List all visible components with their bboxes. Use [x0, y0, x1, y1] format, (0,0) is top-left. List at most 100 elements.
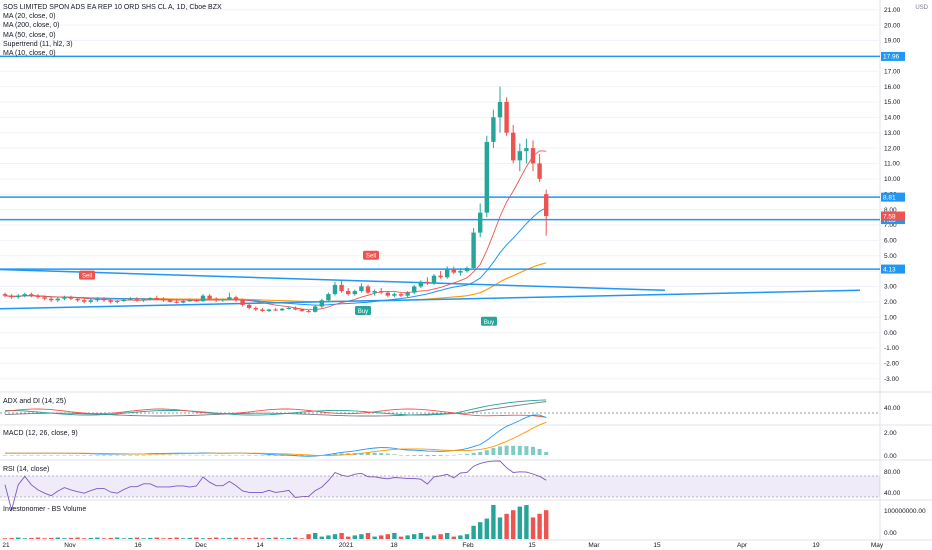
macd-histogram-bar — [161, 454, 166, 456]
macd-histogram-bar — [471, 452, 476, 455]
price-label-text: 8.81 — [883, 194, 896, 201]
macd-histogram-bar — [537, 448, 542, 455]
candle-body — [359, 286, 364, 292]
macd-histogram-bar — [379, 453, 384, 455]
macd-histogram-bar — [62, 455, 67, 456]
indicator-supertrend[interactable]: Supertrend (11, hl2, 3) — [3, 40, 73, 48]
candle-body — [379, 291, 384, 293]
volume-bar — [497, 517, 503, 539]
macd-histogram-bar — [187, 454, 192, 456]
x-tick-label: 15 — [528, 542, 536, 549]
candle-body — [286, 307, 291, 309]
macd-histogram-bar — [432, 455, 436, 456]
y-tick-label: 6.00 — [884, 238, 897, 245]
candle-body — [187, 300, 192, 302]
candle-body — [537, 163, 542, 179]
macd-histogram-bar — [346, 453, 351, 455]
volume-bar — [438, 534, 443, 539]
candle-body — [418, 281, 423, 287]
volume-bar — [306, 534, 311, 539]
volume-bar — [398, 536, 404, 539]
candle-body — [511, 132, 516, 161]
candle-body — [141, 299, 146, 301]
candle-body — [332, 284, 338, 295]
volume-bar — [167, 537, 173, 539]
candle-body — [95, 298, 100, 301]
y-tick-label: 11.00 — [884, 161, 900, 168]
macd-histogram-bar — [405, 455, 410, 456]
macd-histogram-bar — [102, 455, 106, 456]
indicator-ma10[interactable]: MA (10, close, 0) — [3, 50, 56, 58]
macd-panel-title[interactable]: MACD (12, 26, close, 9) — [3, 430, 78, 437]
candle-body — [306, 311, 311, 313]
candle-body — [227, 297, 232, 300]
volume-bar — [445, 533, 450, 539]
volume-bar — [75, 537, 80, 539]
signal-badge — [363, 250, 379, 260]
candle-body — [167, 300, 173, 302]
macd-histogram-bar — [75, 455, 80, 456]
volume-bar — [352, 535, 357, 539]
volume-tick: 0.00 — [884, 530, 897, 537]
candle-body — [372, 291, 377, 293]
volume-bar — [154, 537, 159, 539]
volume-bar — [385, 534, 390, 539]
candle-body — [9, 295, 14, 298]
candle-body — [431, 275, 437, 284]
candle-body — [293, 307, 298, 310]
adx-panel-title[interactable]: ADX and DI (14, 25) — [3, 398, 67, 405]
macd-histogram-bar — [412, 455, 417, 456]
volume-bar — [412, 534, 417, 539]
x-tick-label: 15 — [653, 542, 661, 549]
rsi-tick: 40.00 — [884, 490, 901, 497]
candle-body — [504, 101, 509, 133]
symbol-title: SOS LIMITED SPON ADS EA REP 10 ORD SHS C… — [3, 4, 222, 11]
rsi-panel-title[interactable]: RSI (14, close) — [3, 466, 50, 473]
macd-histogram-bar — [498, 446, 502, 455]
indicator-ma50[interactable]: MA (50, close, 0) — [3, 31, 56, 39]
volume-bar — [207, 537, 212, 539]
candle-body — [260, 309, 265, 312]
volume-bar — [240, 538, 245, 539]
candle-body — [148, 297, 153, 300]
trendline-lower — [0, 289, 861, 310]
y-tick-label: 15.00 — [884, 99, 901, 106]
macd-histogram-bar — [524, 446, 529, 455]
candle-body — [471, 232, 476, 268]
macd-histogram-bar — [181, 454, 186, 456]
x-tick-label: Apr — [737, 542, 748, 549]
macd-tick: 0.00 — [884, 453, 897, 460]
indicator-ma200[interactable]: MA (200, close, 0) — [3, 22, 60, 30]
candle-body — [174, 301, 179, 303]
volume-bar — [405, 535, 410, 539]
last-price-text: 7.58 — [883, 213, 896, 220]
candle-body — [233, 297, 239, 301]
candle-body — [392, 294, 397, 296]
macd-histogram-bar — [333, 453, 337, 455]
candle-body — [385, 292, 390, 296]
price-label-box — [881, 192, 905, 202]
y-tick-label: 10.00 — [884, 176, 901, 183]
volume-bar — [359, 534, 364, 539]
signal-label: Buy — [358, 309, 368, 315]
macd-histogram-bar — [531, 446, 535, 455]
candle-body — [214, 298, 219, 301]
signal-label: Sell — [82, 274, 92, 280]
volume-bar — [161, 538, 166, 539]
candle-body — [75, 298, 80, 301]
x-tick-label: 14 — [256, 542, 264, 549]
volume-bar — [339, 533, 344, 539]
y-tick-label: 5.00 — [884, 253, 897, 260]
indicator-ma20[interactable]: MA (20, close, 0) — [3, 13, 56, 21]
macd-histogram-bar — [207, 454, 212, 456]
candle-body — [517, 151, 522, 161]
candle-body — [299, 309, 305, 312]
volume-bar — [141, 538, 146, 539]
candle-body — [42, 297, 47, 299]
y-tick-label: 2.00 — [884, 299, 897, 306]
volume-bar — [293, 537, 298, 539]
candle-body — [200, 295, 206, 302]
volume-bar — [260, 538, 265, 539]
volume-panel-title[interactable]: Investonomer - BS Volume — [3, 506, 87, 513]
